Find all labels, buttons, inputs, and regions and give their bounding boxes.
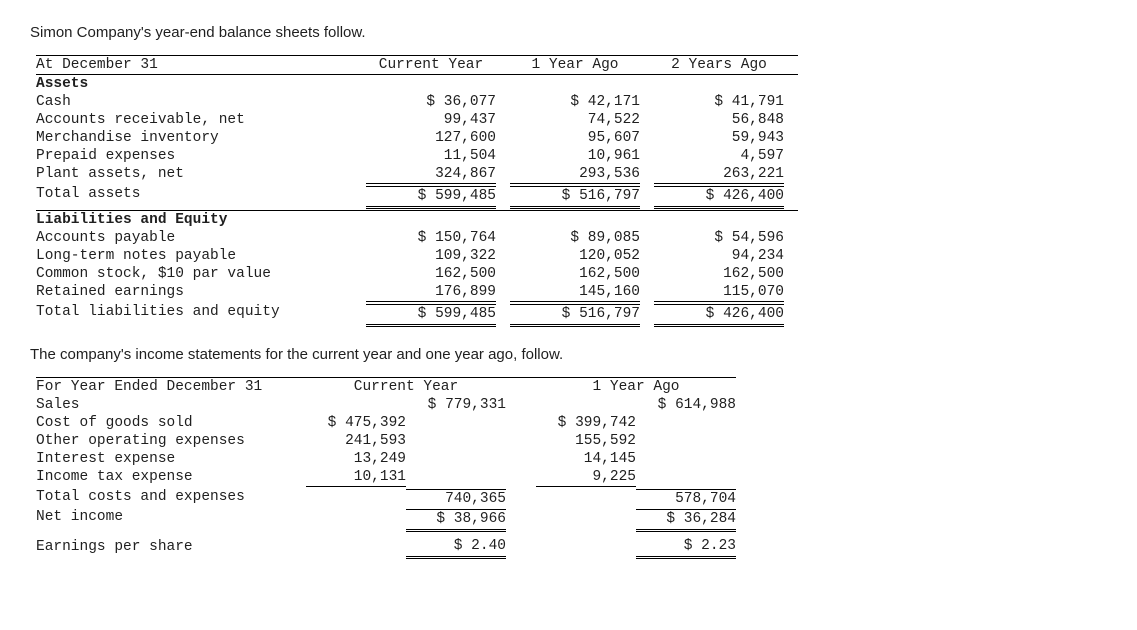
table-row-value: 324,867 bbox=[366, 165, 510, 185]
table-row-value: 11,504 bbox=[366, 147, 510, 165]
total-liab-y2: $ 426,400 bbox=[654, 303, 798, 328]
table-row-value: 241,593 bbox=[306, 432, 406, 450]
total-assets-y2: $ 426,400 bbox=[654, 185, 798, 211]
total-assets-label: Total assets bbox=[36, 185, 366, 211]
net-income-y1: $ 36,284 bbox=[636, 508, 736, 533]
intro-text-1: Simon Company's year-end balance sheets … bbox=[30, 24, 1107, 41]
table-row-value: 162,500 bbox=[654, 265, 798, 283]
liab-header: Liabilities and Equity bbox=[36, 211, 366, 230]
table-row-value: $ 42,171 bbox=[510, 93, 654, 111]
table-row-value: 9,225 bbox=[536, 468, 636, 488]
table-row-value: 95,607 bbox=[510, 129, 654, 147]
table-row-label: Cost of goods sold bbox=[36, 414, 306, 432]
table-row-value: $ 475,392 bbox=[306, 414, 406, 432]
table-row-value: $ 36,077 bbox=[366, 93, 510, 111]
intro-text-2: The company's income statements for the … bbox=[30, 346, 1107, 363]
net-income-c: $ 38,966 bbox=[406, 508, 506, 533]
sales-label: Sales bbox=[36, 396, 306, 414]
table-row-value: $ 150,764 bbox=[366, 229, 510, 247]
total-liab-y1: $ 516,797 bbox=[510, 303, 654, 328]
eps-c: $ 2.40 bbox=[406, 533, 506, 560]
table-row-value: $ 41,791 bbox=[654, 93, 798, 111]
table-row-value: 94,234 bbox=[654, 247, 798, 265]
table-row-value: 13,249 bbox=[306, 450, 406, 468]
table-row-value: 99,437 bbox=[366, 111, 510, 129]
table-row-value: 127,600 bbox=[366, 129, 510, 147]
table-row-label: Interest expense bbox=[36, 450, 306, 468]
table-row-value: 293,536 bbox=[510, 165, 654, 185]
table-row-value: $ 54,596 bbox=[654, 229, 798, 247]
table-row-label: Accounts receivable, net bbox=[36, 111, 366, 129]
bs-header-date: At December 31 bbox=[36, 56, 366, 75]
table-row-label: Accounts payable bbox=[36, 229, 366, 247]
is-header-date: For Year Ended December 31 bbox=[36, 378, 306, 397]
sales-y1: $ 614,988 bbox=[636, 396, 736, 414]
total-costs-label: Total costs and expenses bbox=[36, 488, 306, 508]
table-row-value: 56,848 bbox=[654, 111, 798, 129]
table-row-label: Retained earnings bbox=[36, 283, 366, 303]
table-row-label: Plant assets, net bbox=[36, 165, 366, 185]
is-header-col2: 1 Year Ago bbox=[536, 378, 736, 397]
total-liab-c: $ 599,485 bbox=[366, 303, 510, 328]
is-header-col1: Current Year bbox=[306, 378, 506, 397]
sales-c: $ 779,331 bbox=[406, 396, 506, 414]
table-row-value: 10,961 bbox=[510, 147, 654, 165]
table-row-value: 145,160 bbox=[510, 283, 654, 303]
net-income-label: Net income bbox=[36, 508, 306, 533]
table-row-label: Long-term notes payable bbox=[36, 247, 366, 265]
table-row-label: Merchandise inventory bbox=[36, 129, 366, 147]
eps-y1: $ 2.23 bbox=[636, 533, 736, 560]
assets-header: Assets bbox=[36, 75, 366, 94]
table-row-value: 162,500 bbox=[366, 265, 510, 283]
table-row-value: 109,322 bbox=[366, 247, 510, 265]
table-row-value: 115,070 bbox=[654, 283, 798, 303]
table-row-label: Income tax expense bbox=[36, 468, 306, 488]
table-row-label: Cash bbox=[36, 93, 366, 111]
table-row-value: 263,221 bbox=[654, 165, 798, 185]
table-row-label: Common stock, $10 par value bbox=[36, 265, 366, 283]
balance-sheet-table: At December 31 Current Year 1 Year Ago 2… bbox=[36, 55, 798, 328]
table-row-value: 10,131 bbox=[306, 468, 406, 488]
table-row-value: $ 89,085 bbox=[510, 229, 654, 247]
table-row-value: 74,522 bbox=[510, 111, 654, 129]
bs-header-col1: Current Year bbox=[366, 56, 510, 75]
table-row-label: Prepaid expenses bbox=[36, 147, 366, 165]
table-row-value: 155,592 bbox=[536, 432, 636, 450]
table-row-value: 14,145 bbox=[536, 450, 636, 468]
table-row-value: 59,943 bbox=[654, 129, 798, 147]
table-row-value: 162,500 bbox=[510, 265, 654, 283]
total-liab-label: Total liabilities and equity bbox=[36, 303, 366, 328]
total-costs-y1: 578,704 bbox=[636, 488, 736, 508]
income-statement-table: For Year Ended December 31 Current Year … bbox=[36, 377, 736, 560]
table-row-value: 4,597 bbox=[654, 147, 798, 165]
total-assets-c: $ 599,485 bbox=[366, 185, 510, 211]
table-row-value: $ 399,742 bbox=[536, 414, 636, 432]
bs-header-col2: 1 Year Ago bbox=[510, 56, 654, 75]
table-row-label: Other operating expenses bbox=[36, 432, 306, 450]
total-costs-c: 740,365 bbox=[406, 488, 506, 508]
table-row-value: 120,052 bbox=[510, 247, 654, 265]
bs-header-col3: 2 Years Ago bbox=[654, 56, 798, 75]
eps-label: Earnings per share bbox=[36, 533, 306, 560]
table-row-value: 176,899 bbox=[366, 283, 510, 303]
total-assets-y1: $ 516,797 bbox=[510, 185, 654, 211]
